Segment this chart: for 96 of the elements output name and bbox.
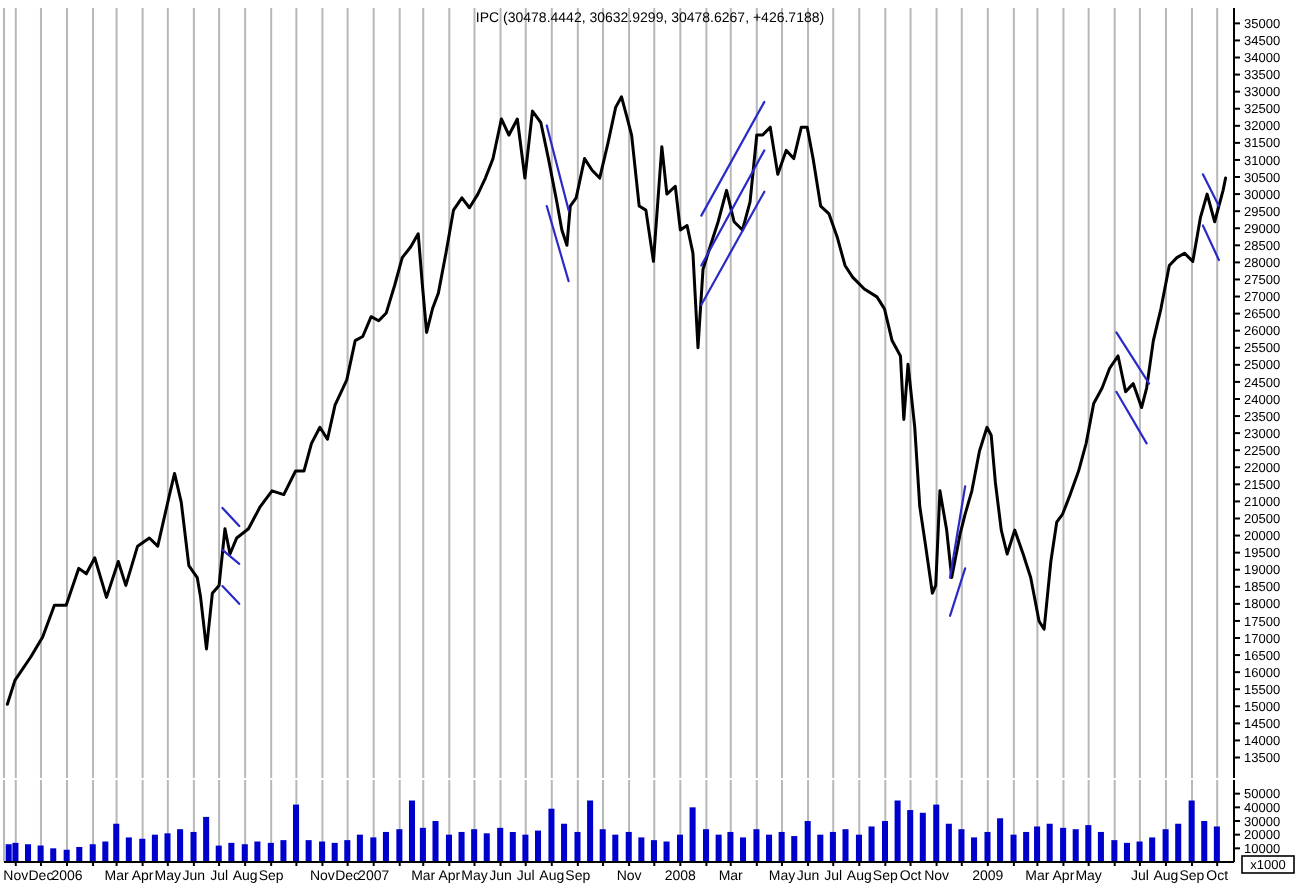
bar xyxy=(50,848,57,862)
bar xyxy=(203,816,210,862)
bar xyxy=(293,804,300,862)
bar xyxy=(625,831,632,862)
bar xyxy=(574,831,581,862)
bar xyxy=(933,804,940,862)
bar xyxy=(509,831,516,862)
bar xyxy=(280,840,287,862)
bar xyxy=(113,823,120,862)
bar xyxy=(1046,823,1053,862)
bar xyxy=(228,842,235,862)
bar xyxy=(548,808,555,862)
bar xyxy=(1136,841,1143,862)
bar xyxy=(534,830,542,862)
bar xyxy=(1162,829,1169,862)
bar xyxy=(1085,825,1092,862)
bar xyxy=(766,834,773,862)
bar xyxy=(1188,800,1195,862)
bar xyxy=(984,831,991,862)
bar xyxy=(1060,827,1067,862)
bar xyxy=(445,834,452,862)
bar xyxy=(842,829,849,862)
bar xyxy=(778,831,785,862)
bar xyxy=(855,834,862,862)
bar xyxy=(1111,840,1118,862)
bar xyxy=(1149,837,1156,862)
bar xyxy=(1123,842,1130,862)
bar xyxy=(945,823,952,862)
bar xyxy=(356,834,363,862)
bar xyxy=(254,841,261,862)
bar xyxy=(396,829,403,862)
bar xyxy=(164,833,171,862)
bar xyxy=(663,841,670,862)
bar xyxy=(881,821,889,862)
bar xyxy=(319,841,326,862)
bar xyxy=(458,831,465,862)
bar xyxy=(612,834,619,862)
bar xyxy=(1023,831,1030,862)
bar xyxy=(370,837,377,862)
bar xyxy=(12,842,19,862)
bar xyxy=(76,846,83,862)
bar xyxy=(190,831,197,862)
bar xyxy=(344,840,351,862)
bar xyxy=(419,827,426,862)
bar xyxy=(919,812,926,862)
bar xyxy=(638,837,645,862)
bar xyxy=(497,827,504,862)
bar xyxy=(522,834,529,862)
bar xyxy=(739,837,747,862)
bar xyxy=(676,834,684,862)
bar xyxy=(471,829,478,862)
bar xyxy=(215,845,222,862)
bar xyxy=(331,842,338,862)
bar xyxy=(1072,829,1079,862)
bar xyxy=(382,831,389,862)
bar xyxy=(305,840,312,862)
bar xyxy=(139,838,146,862)
bar xyxy=(408,800,416,862)
bar xyxy=(177,829,184,862)
bar xyxy=(715,834,722,862)
bar xyxy=(125,837,132,862)
bar xyxy=(1175,823,1182,862)
bar xyxy=(727,831,734,862)
bar xyxy=(483,833,490,862)
bar xyxy=(791,836,798,862)
bar xyxy=(587,800,594,862)
bar xyxy=(804,821,811,862)
bar xyxy=(267,842,274,862)
bar xyxy=(650,840,657,862)
bar xyxy=(561,823,568,862)
bar xyxy=(241,844,248,862)
bar xyxy=(5,844,12,862)
bar xyxy=(89,844,96,862)
bar xyxy=(432,821,439,862)
bar xyxy=(868,826,875,862)
bar xyxy=(1213,826,1220,862)
bar xyxy=(1010,834,1017,862)
bar xyxy=(817,834,824,862)
line-series xyxy=(5,95,1228,706)
bar xyxy=(1034,826,1041,862)
bar xyxy=(599,829,606,862)
bar xyxy=(1201,821,1208,862)
bar xyxy=(907,810,914,862)
bar xyxy=(971,837,978,862)
bar xyxy=(997,818,1004,862)
bar xyxy=(25,844,32,862)
bar xyxy=(102,841,109,862)
bar xyxy=(37,845,44,862)
bar xyxy=(703,829,710,862)
bar xyxy=(151,834,158,862)
bar xyxy=(958,829,965,862)
bar xyxy=(894,800,901,862)
bar xyxy=(689,807,696,862)
bar xyxy=(1097,831,1104,862)
bar xyxy=(829,831,836,862)
bar xyxy=(753,829,760,862)
